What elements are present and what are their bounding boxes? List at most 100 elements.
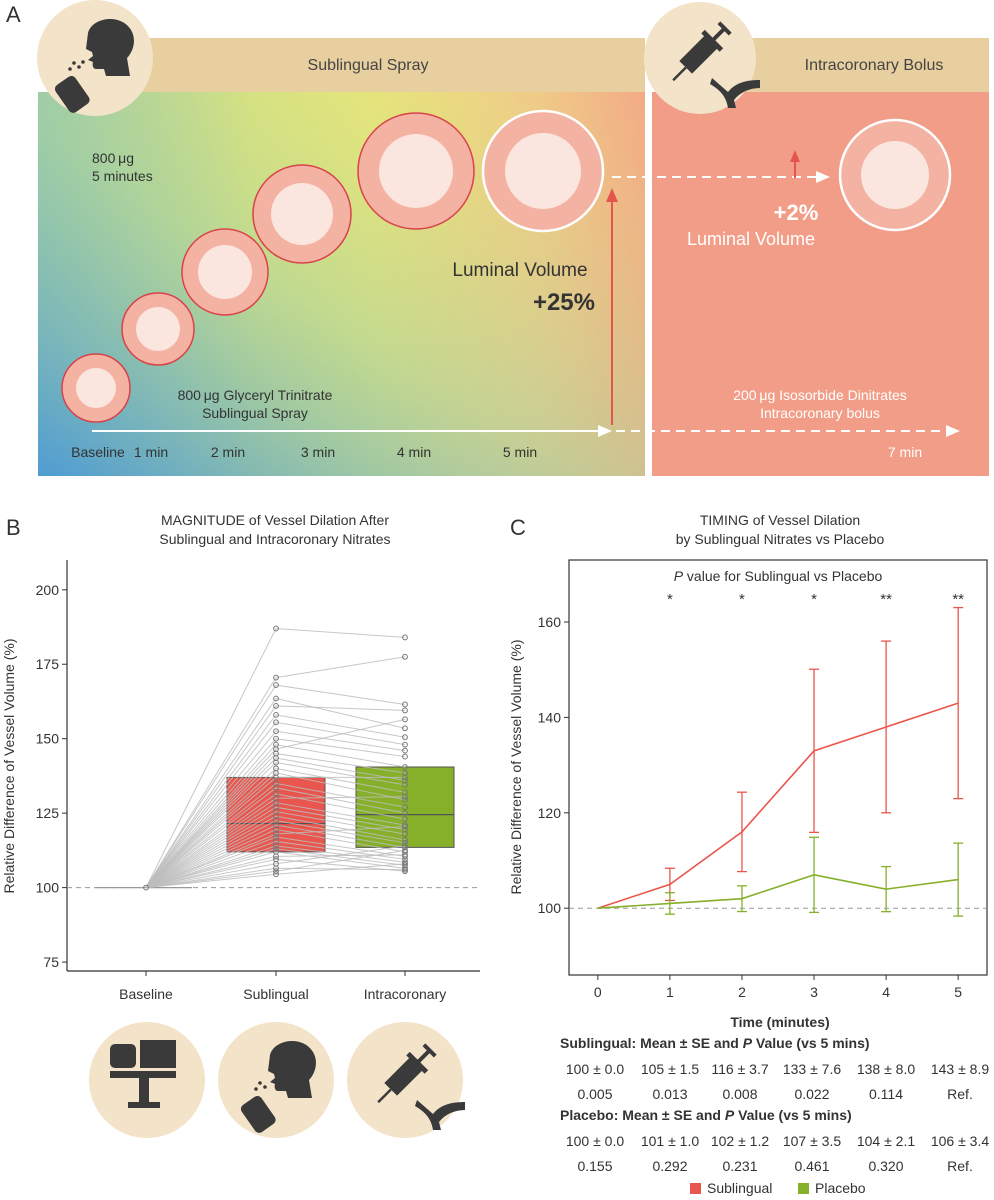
paired-line	[145, 730, 406, 888]
paired-line	[145, 815, 406, 889]
table-sublingual-title: Sublingual: Mean ± SE and P Value (vs 5 …	[560, 1035, 870, 1051]
panel-a-letter: A	[6, 2, 21, 27]
point-sublingual	[273, 868, 279, 875]
paired-line	[145, 738, 406, 888]
point-sublingual	[273, 784, 279, 791]
syringe-icon-b	[347, 1022, 465, 1138]
table-cell: 105 ± 1.5	[641, 1061, 699, 1077]
point-sublingual	[273, 853, 279, 860]
significance-mark: **	[880, 591, 892, 608]
paired-line	[145, 782, 406, 888]
paired-line	[145, 851, 406, 889]
point-intracoronary	[402, 781, 408, 788]
time-label-4min: 4 min	[397, 444, 431, 460]
chart-b-boxes	[226, 766, 455, 853]
point-intracoronary	[402, 810, 408, 817]
point-intracoronary	[402, 847, 408, 854]
time-label-baseline: Baseline	[71, 444, 125, 460]
paired-line	[145, 787, 406, 889]
x-tick-label: 2	[738, 984, 746, 1000]
table-sublingual-means: 100 ± 0.0 105 ± 1.5 116 ± 3.7 133 ± 7.6 138 …	[566, 1061, 989, 1077]
paired-line	[145, 757, 406, 888]
vessel-circle-baseline	[61, 353, 131, 423]
chart-c-series	[597, 606, 964, 917]
y-tick-label: 100	[36, 880, 60, 896]
point-sublingual	[273, 728, 279, 735]
legend-sublingual-label: Sublingual	[707, 1180, 772, 1196]
point-intracoronary	[402, 701, 408, 708]
x-tick-label: Sublingual	[243, 986, 308, 1002]
paired-line	[145, 845, 406, 889]
y-tick-label: 175	[36, 656, 60, 672]
point-intracoronary	[402, 816, 408, 823]
point-intracoronary	[402, 753, 408, 760]
table-cell: 143 ± 8.9	[931, 1061, 989, 1077]
chart-b-y-ticks: 75 100 125 150 175 200	[36, 582, 67, 970]
table-cell: 106 ± 3.4	[931, 1133, 989, 1149]
y-tick-label: 100	[538, 900, 562, 916]
paired-line	[145, 806, 406, 889]
paired-line	[145, 836, 406, 889]
paired-line	[145, 697, 406, 888]
table-cell: 116 ± 3.7	[711, 1061, 768, 1077]
paired-line	[145, 824, 406, 889]
point-intracoronary	[402, 653, 408, 660]
paired-line	[145, 772, 406, 888]
x-tick-label: 5	[954, 984, 962, 1000]
dose-line2: 5 minutes	[92, 168, 153, 184]
point-sublingual	[273, 774, 279, 781]
paired-line	[145, 802, 406, 889]
luminal-volume-label: Luminal Volume	[452, 260, 587, 281]
table-cell: 0.292	[652, 1158, 687, 1174]
chart-c-title-line2: by Sublingual Nitrates vs Placebo	[676, 531, 885, 547]
paired-line	[145, 705, 406, 888]
paired-line	[145, 718, 406, 888]
point-sublingual	[273, 865, 279, 872]
table-cell: 0.022	[794, 1086, 829, 1102]
legend-placebo-swatch	[798, 1183, 809, 1194]
x-tick-label: 4	[882, 984, 890, 1000]
time-label-3min: 3 min	[301, 444, 335, 460]
table-cell: 107 ± 3.5	[783, 1133, 841, 1149]
point-sublingual	[273, 871, 279, 878]
vessel-circle-3min	[252, 164, 352, 264]
point-intracoronary	[402, 634, 408, 641]
table-cell: Ref.	[947, 1158, 973, 1174]
table-placebo-means: 100 ± 0.0 101 ± 1.0 102 ± 1.2 107 ± 3.5 104 …	[566, 1133, 989, 1149]
table-cell: 100 ± 0.0	[566, 1061, 624, 1077]
pvalue-header: P value for Sublingual vs Placebo	[674, 568, 883, 584]
point-intracoronary	[402, 831, 408, 837]
isdn-line2: Intracoronary bolus	[760, 405, 880, 421]
table-cell: 0.114	[869, 1086, 903, 1102]
panel-c-letter: C	[510, 515, 526, 540]
table-cell: 0.008	[722, 1086, 757, 1102]
point-sublingual	[273, 831, 279, 837]
vessel-circle-1min	[121, 292, 195, 366]
point-intracoronary	[402, 837, 408, 843]
significance-mark: **	[952, 591, 964, 608]
table-cell: 102 ± 1.2	[711, 1133, 769, 1149]
point-intracoronary	[402, 734, 408, 741]
spray-header-label: Sublingual Spray	[308, 57, 429, 74]
table-cell: 104 ± 2.1	[857, 1133, 915, 1149]
table-cell: 0.005	[577, 1086, 612, 1102]
y-tick-label: 160	[538, 614, 562, 630]
y-tick-label: 125	[36, 805, 60, 821]
table-cell: 0.320	[868, 1158, 903, 1174]
point-intracoronary	[402, 707, 408, 714]
table-cell: 133 ± 7.6	[783, 1061, 841, 1077]
series-line-sublingual	[597, 702, 959, 909]
point-sublingual	[273, 682, 279, 688]
point-sublingual	[273, 674, 279, 681]
point-intracoronary	[402, 804, 408, 811]
paired-line	[145, 848, 406, 889]
bolus-volume-change: +2%	[774, 200, 819, 225]
chart-c-ylabel: Relative Difference of Vessel Volume (%)	[508, 640, 524, 895]
point-intracoronary	[402, 860, 408, 867]
table-cell: 0.013	[652, 1086, 687, 1102]
panel-c: C TIMING of Vessel Dilation by Sublingua…	[508, 512, 989, 1196]
chart-c-x-ticks: 0 1 2 3 4 5	[594, 975, 962, 1000]
x-tick-label: 1	[666, 984, 674, 1000]
panel-a: A Sublingual Spray Intracoronary Bolus	[6, 0, 989, 476]
